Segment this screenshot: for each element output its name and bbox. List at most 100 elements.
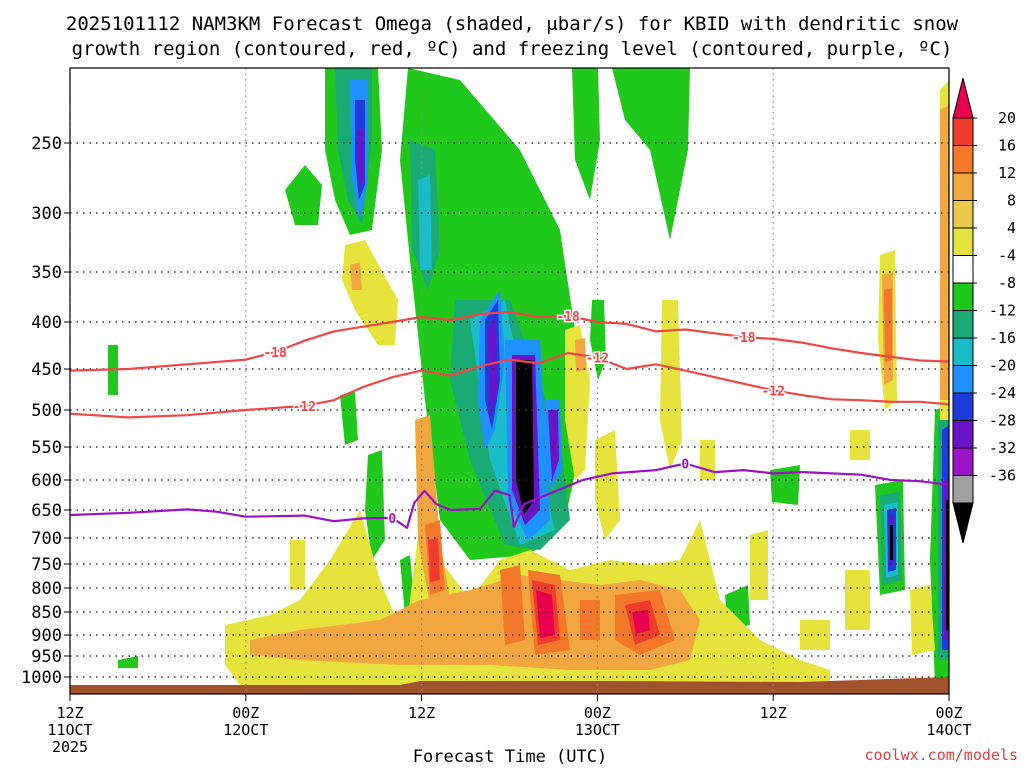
- omega-region: [660, 300, 682, 470]
- colorbar-swatch: [952, 310, 974, 339]
- omega-region: [632, 610, 650, 634]
- x-tick-label: 12Z: [408, 704, 435, 722]
- omega-region: [700, 440, 715, 480]
- omega-region: [770, 465, 800, 505]
- colorbar-swatch: [952, 145, 974, 174]
- colorbar-label: -32: [989, 439, 1016, 457]
- plot-frame: [69, 67, 950, 695]
- contour-label: -12: [293, 400, 316, 415]
- colorbar-label: -4: [998, 247, 1016, 265]
- x-tick-label: 12OCT: [223, 721, 268, 739]
- contour-label: -12: [761, 384, 784, 399]
- y-tick-label: 650: [31, 501, 62, 521]
- colorbar-label: -8: [998, 274, 1016, 292]
- colorbar-swatch: [952, 282, 974, 311]
- contour-minus12: [69, 351, 950, 419]
- y-tick-label: 450: [31, 360, 62, 380]
- omega-region: [580, 600, 600, 640]
- colorbar-extend-bottom: [952, 502, 974, 544]
- omega-region: [884, 288, 892, 362]
- chart-title-line1: 2025101112 NAM3KM Forecast Omega (shaded…: [66, 13, 959, 35]
- contour-label: -18: [263, 346, 287, 361]
- colorbar-swatch: [952, 255, 974, 284]
- omega-region: [350, 262, 362, 290]
- x-tick-label: 2025: [52, 738, 88, 756]
- credit-text: coolwx.com/models: [864, 746, 1018, 764]
- contour-label: 0: [681, 458, 689, 473]
- colorbar-swatch: [952, 117, 974, 146]
- x-tick-label: 12Z: [760, 704, 787, 722]
- omega-region: [940, 105, 949, 400]
- colorbar-swatch: [952, 475, 974, 504]
- y-tick-label: 950: [31, 647, 62, 667]
- colorbar-label: -16: [989, 329, 1016, 347]
- colorbar-label: 8: [1007, 192, 1016, 210]
- omega-region: [890, 525, 893, 560]
- contour-minus18: [69, 310, 950, 372]
- colorbar-swatch: [952, 420, 974, 449]
- x-tick-label: 11OCT: [47, 721, 92, 739]
- x-tick-label: 00Z: [935, 704, 962, 722]
- colorbar-swatch: [952, 447, 974, 476]
- colorbar-label: -28: [989, 412, 1016, 430]
- y-tick-label: 1000: [21, 668, 62, 688]
- colorbar-swatch: [952, 392, 974, 421]
- omega-shading: [108, 68, 949, 685]
- x-tick-label: 12Z: [56, 704, 83, 722]
- y-tick-label: 750: [31, 555, 62, 575]
- omega-region: [340, 392, 358, 445]
- colorbar-swatch: [952, 365, 974, 394]
- omega-region: [800, 620, 830, 650]
- omega-region: [548, 410, 559, 480]
- colorbar-label: -36: [989, 467, 1016, 485]
- omega-region: [910, 585, 935, 655]
- colorbar: 20 16 12 8 4 -4 -8 -12 -16 -20 -24 -28 -32 -36: [952, 77, 1016, 544]
- colorbar-swatch: [952, 227, 974, 256]
- omega-region: [500, 565, 525, 645]
- omega-region: [750, 530, 768, 600]
- contour-label: -18: [732, 331, 756, 346]
- omega-region: [357, 130, 363, 190]
- omega-region: [285, 165, 322, 225]
- contour-label: -12: [586, 352, 609, 367]
- colorbar-label: -24: [989, 384, 1016, 402]
- omega-region: [845, 570, 870, 630]
- colorbar-label: -20: [989, 357, 1016, 375]
- colorbar-swatch: [952, 172, 974, 201]
- x-tick-label: 14OCT: [926, 721, 971, 739]
- omega-region: [290, 540, 305, 590]
- omega-region: [536, 590, 555, 638]
- omega-region: [850, 430, 870, 460]
- omega-region: [590, 300, 606, 380]
- x-tick-label: 00Z: [232, 704, 259, 722]
- omega-region: [516, 360, 534, 515]
- omega-region: [595, 430, 620, 540]
- omega-region: [488, 315, 497, 420]
- x-tick-label: 13OCT: [575, 721, 620, 739]
- y-tick-label: 800: [31, 579, 62, 599]
- omega-region: [365, 450, 385, 560]
- x-tick-label: 00Z: [584, 704, 611, 722]
- y-tick-label: 400: [31, 313, 62, 333]
- omega-region: [118, 656, 138, 668]
- omega-region: [250, 575, 700, 670]
- y-tick-label: 250: [31, 134, 62, 154]
- colorbar-extend-top: [952, 77, 974, 119]
- x-axis-label: Forecast Time (UTC): [413, 747, 607, 767]
- terrain-ground: [70, 677, 949, 694]
- y-axis: 250 300 350 400 450 500 550 600 650 700 750 800 850 9…: [21, 134, 70, 688]
- omega-region: [418, 175, 432, 270]
- colorbar-label: 16: [998, 137, 1016, 155]
- y-tick-label: 850: [31, 603, 62, 623]
- y-tick-label: 700: [31, 529, 62, 549]
- omega-region: [612, 68, 690, 240]
- y-tick-label: 350: [31, 263, 62, 283]
- contour-label: -18: [556, 310, 580, 325]
- omega-region: [428, 538, 440, 582]
- temperature-contours: -18 -18 -18 -12 -12 -12 0 0: [69, 309, 950, 529]
- colorbar-label: 20: [998, 109, 1016, 127]
- colorbar-swatch: [952, 200, 974, 229]
- omega-region: [946, 500, 949, 630]
